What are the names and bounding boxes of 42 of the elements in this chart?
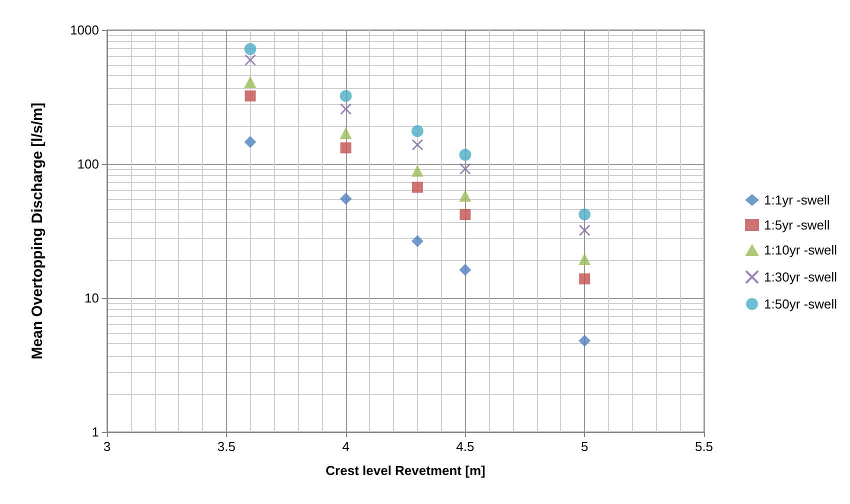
x-tick-label: 4.5 [456,439,474,454]
point [578,334,591,347]
point [340,90,352,102]
point [244,43,256,56]
y-axis-title: Mean Overtopping Discharge [l/s/m] [29,102,46,360]
y-tick-label: 1000 [70,22,99,38]
x-tick-label: 5 [580,439,588,454]
x-tick-label: 3 [103,439,111,454]
point [244,54,256,66]
point [459,190,472,202]
point [411,235,424,248]
x-tick-label: 3.5 [217,439,236,454]
point [340,103,352,115]
point [578,224,590,236]
legend-label: 1:1yr -swell [764,192,830,208]
point [459,163,471,175]
point [412,182,423,193]
point [244,136,256,148]
point [579,273,590,284]
point [244,90,256,102]
point [578,253,591,266]
point [244,76,256,88]
point [578,208,591,220]
point [459,148,472,161]
point [412,139,424,151]
point [460,208,471,220]
point [411,125,424,138]
legend-label: 1:30yr -swell [764,270,838,284]
legend-label: 1:50yr -swell [764,296,838,312]
point [340,142,352,154]
x-tick-label: 4 [342,439,350,454]
legend-label: 1:10yr -swell [764,242,838,258]
y-tick-label: 100 [77,156,99,172]
x-tick-label: 5.5 [694,439,714,454]
y-tick-label: 10 [84,290,99,306]
point [459,264,472,276]
legend-label: 1:5yr -swell [764,218,830,232]
point [411,164,424,177]
point [340,127,352,140]
x-axis-title: Crest level Revetment [m] [326,463,486,478]
point [340,192,352,205]
y-tick-label: 1 [92,424,99,440]
